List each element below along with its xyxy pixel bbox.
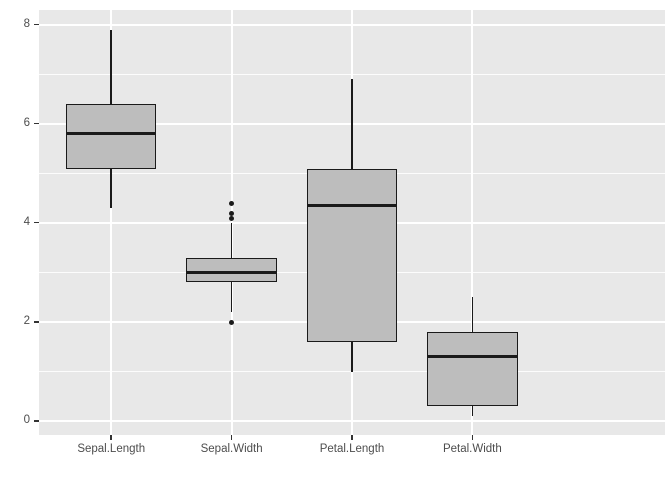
- y-tick-label: 6: [23, 116, 30, 129]
- outlier-dot: [229, 200, 235, 206]
- boxplot-median: [66, 132, 157, 136]
- gridline-vertical: [471, 10, 474, 435]
- outlier-dot: [229, 215, 235, 221]
- y-tick-mark: [34, 23, 39, 26]
- boxplot-median: [427, 355, 518, 359]
- x-tick-label: Sepal.Width: [200, 443, 263, 455]
- y-tick-mark: [34, 221, 39, 224]
- y-tick-mark: [34, 420, 39, 422]
- x-tick-label: Petal.Width: [442, 443, 502, 455]
- y-tick-label: 2: [23, 315, 30, 328]
- y-tick-mark: [34, 321, 39, 323]
- y-tick-label: 4: [23, 215, 30, 228]
- whisker-upper: [230, 222, 233, 258]
- whisker-upper: [110, 29, 112, 105]
- boxplot-box: [427, 331, 518, 407]
- gridline-vertical: [110, 10, 113, 435]
- whisker-lower: [471, 406, 474, 417]
- whisker-lower: [351, 341, 353, 372]
- x-tick-label: Sepal.Length: [77, 443, 146, 455]
- boxplot-box: [186, 257, 277, 283]
- x-tick-mark: [471, 435, 474, 440]
- boxplot-box: [306, 168, 398, 342]
- x-tick-label: Petal.Length: [319, 443, 385, 455]
- whisker-upper: [351, 79, 353, 169]
- plot-panel: [39, 10, 665, 435]
- gridline-vertical: [230, 10, 233, 435]
- outlier-dot: [229, 319, 235, 325]
- whisker-lower: [110, 168, 112, 209]
- boxplot-box: [66, 104, 157, 169]
- whisker-upper: [471, 297, 474, 332]
- outlier-dot: [229, 210, 235, 216]
- y-tick-label: 0: [23, 414, 30, 427]
- x-tick-mark: [110, 435, 112, 440]
- boxplot-median: [306, 204, 398, 208]
- y-tick-mark: [34, 122, 39, 125]
- whisker-lower: [230, 282, 233, 313]
- y-tick-label: 8: [23, 17, 30, 30]
- boxplot-median: [186, 271, 277, 275]
- x-tick-mark: [351, 435, 353, 440]
- x-tick-mark: [230, 435, 233, 440]
